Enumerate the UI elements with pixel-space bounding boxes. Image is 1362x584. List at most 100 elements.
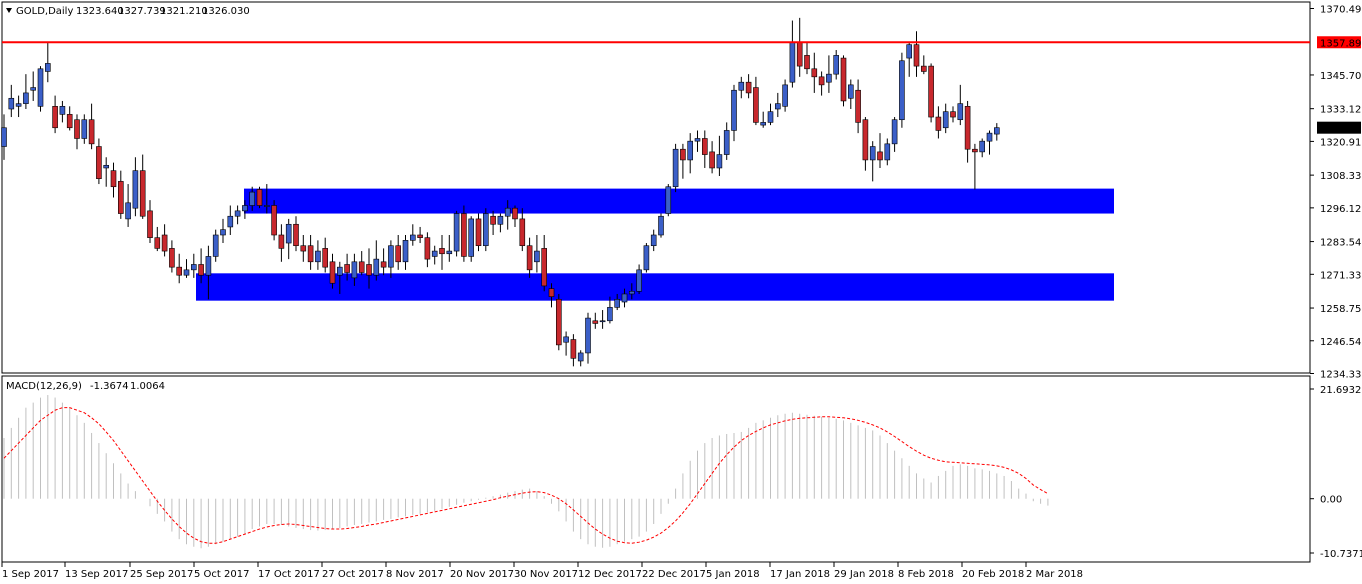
candle-body: [891, 119, 898, 145]
macd-axis: 21.6932 0.00 -10.7371: [1310, 385, 1362, 560]
time-tick-label: 30 Nov 2017: [514, 569, 578, 580]
candle-body: [607, 307, 613, 322]
time-tick-label: 8 Nov 2017: [386, 569, 444, 580]
candle-body: [738, 81, 745, 91]
candle-body: [329, 261, 336, 284]
time-axis: 1 Sep 2017 13 Sep 2017 25 Sep 2017 5 Oct 20…: [1, 562, 1083, 580]
candle-body: [643, 245, 650, 271]
price-tick-label: 1246.540: [1320, 337, 1362, 348]
candle-body: [935, 116, 942, 131]
candle-body: [563, 336, 569, 343]
candle-body: [242, 205, 248, 212]
candle-body: [271, 205, 277, 236]
candle-body: [913, 44, 920, 67]
candles-layer: [1, 17, 1000, 367]
candle-body: [30, 87, 37, 91]
candle-body: [709, 151, 715, 169]
time-tick-label: 27 Oct 2017: [322, 569, 384, 580]
price-tick-label: 1296.120: [1320, 204, 1362, 215]
candle-body: [373, 258, 380, 276]
candle-body: [15, 103, 22, 107]
time-tick-label: 25 Sep 2017: [130, 569, 193, 580]
candle-body: [614, 299, 621, 308]
candle-body: [468, 218, 475, 257]
candle-body: [424, 237, 431, 260]
symbol-label: GOLD,Daily: [16, 6, 73, 17]
ohlc-close: 1326.030: [202, 6, 250, 17]
macd-signal-line: [3, 407, 1049, 544]
candle-body: [388, 245, 394, 268]
price-tick-label: 1234.330: [1320, 370, 1362, 381]
candle-body: [234, 210, 241, 217]
dropdown-triangle-icon[interactable]: [6, 8, 12, 13]
candle-body: [263, 205, 270, 207]
candle-body: [256, 189, 263, 206]
current-price-label-bg: [1317, 121, 1361, 134]
price-tick-label: 1283.540: [1320, 238, 1362, 249]
price-tick-label: 1370.490: [1320, 5, 1362, 16]
candle-body: [395, 245, 402, 263]
candle-body: [723, 130, 730, 155]
time-tick-label: 5 Jan 2018: [706, 569, 760, 580]
candle-body: [826, 73, 832, 83]
price-panel-frame: [1, 1, 1311, 374]
candle-body: [336, 266, 343, 276]
candle-body: [884, 143, 891, 161]
candle-body: [840, 57, 847, 102]
candle-body: [731, 89, 737, 131]
candle-body: [278, 234, 285, 249]
candle-body: [928, 65, 934, 118]
macd-tick-label: -10.7371: [1320, 549, 1362, 560]
candle-body: [307, 245, 314, 263]
candle-body: [322, 248, 329, 268]
candle-body: [66, 114, 73, 129]
candle-body: [541, 248, 548, 287]
candle-body: [446, 250, 453, 255]
candle-body: [88, 119, 95, 145]
candle-body: [110, 170, 117, 188]
candle-body: [774, 103, 781, 110]
candle-body: [680, 148, 686, 161]
time-tick-label: 5 Oct 2017: [194, 569, 249, 580]
candle-body: [811, 68, 818, 78]
candle-body: [658, 215, 664, 236]
candle-body: [650, 234, 657, 247]
candle-body: [59, 106, 66, 115]
candle-body: [753, 87, 759, 123]
time-tick-label: 20 Feb 2018: [962, 569, 1024, 580]
candle-body: [534, 250, 540, 263]
indicator-signal-value: 1.0064: [130, 381, 165, 392]
candle-body: [431, 250, 438, 257]
candle-body: [920, 65, 927, 72]
candle-body: [862, 119, 869, 161]
candle-body: [621, 293, 628, 303]
candle-body: [161, 234, 168, 252]
zones-layer: [196, 188, 1114, 301]
candle-body: [293, 223, 299, 247]
candle-body: [745, 81, 752, 94]
candle-body: [490, 215, 496, 225]
candle-body: [366, 264, 372, 276]
candle-body: [249, 191, 255, 206]
candle-body: [132, 170, 139, 209]
candle-body: [950, 111, 956, 118]
candle-body: [475, 218, 482, 247]
candle-body: [979, 140, 986, 153]
indicator-name: MACD(12,26,9): [6, 381, 82, 392]
indicator-macd-value: -1.3674: [90, 381, 129, 392]
candle-body: [526, 245, 533, 271]
candle-body: [1, 127, 7, 147]
indicator-header: MACD(12,26,9) -1.3674 1.0064: [6, 381, 165, 392]
candle-body: [628, 290, 635, 295]
price-axis: 1370.490 1357.898 1345.700 1333.120 1326.030…: [1310, 5, 1362, 381]
candle-body: [760, 122, 767, 126]
time-tick-label: 8 Feb 2018: [898, 569, 954, 580]
candle-body: [37, 68, 44, 107]
candle-body: [23, 92, 29, 104]
candle-body: [8, 97, 15, 110]
candle-body: [906, 44, 913, 59]
candle-body: [183, 269, 190, 276]
demand-zone-1: [244, 188, 1114, 214]
